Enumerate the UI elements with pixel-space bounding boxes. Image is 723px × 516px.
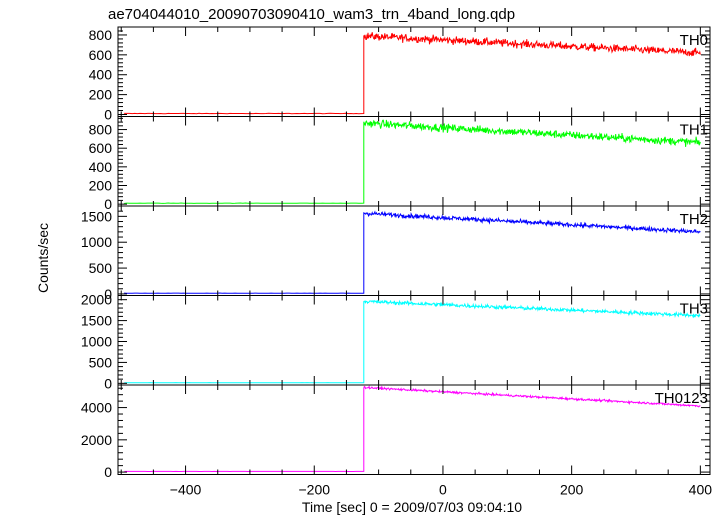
y-tick-label: 2000 <box>81 292 112 308</box>
y-tick-label: 0 <box>104 107 112 123</box>
y-tick-label: 400 <box>89 159 113 175</box>
x-tick-label: 400 <box>689 482 713 498</box>
panel-frame <box>117 26 711 117</box>
y-tick-label: 1500 <box>81 208 112 224</box>
x-tick-label: −400 <box>170 482 202 498</box>
x-tick-label: 200 <box>560 482 584 498</box>
panel-th3: 0 500 1000 1500 2000 TH3 <box>81 292 711 391</box>
y-tick-label: 600 <box>89 140 113 156</box>
y-tick-label: 1000 <box>81 334 112 350</box>
y-tick-label: 200 <box>89 177 113 193</box>
panel-label-th3: TH3 <box>680 301 708 318</box>
y-tick-label: 400 <box>89 67 113 83</box>
series-th0123-line <box>124 385 701 473</box>
panel-frame <box>117 295 711 386</box>
series-th1-line <box>123 119 701 204</box>
y-tick-label: 500 <box>89 354 113 370</box>
panel-th0123: 0 2000 4000 TH0123 <box>81 384 711 480</box>
y-tick-label: 0 <box>104 375 112 391</box>
panel-label-th0123: TH0123 <box>655 390 708 407</box>
panel-frame <box>117 116 711 207</box>
y-tick-label: 0 <box>104 464 112 480</box>
panel-th1: 0 200 400 600 800 TH1 <box>89 116 711 212</box>
y-tick-label: 800 <box>89 27 113 43</box>
y-tick-label: 4000 <box>81 400 112 416</box>
y-tick-label: 800 <box>89 122 113 138</box>
series-th0-line <box>123 32 701 115</box>
y-axis-label: Counts/sec <box>35 223 51 293</box>
chart-title: ae704044010_20090703090410_wam3_trn_4ban… <box>108 6 515 23</box>
panel-frame <box>117 205 711 296</box>
panel-th0: 0 200 400 600 800 TH0 <box>89 26 711 123</box>
series-th3-line <box>123 299 701 384</box>
y-tick-label: 600 <box>89 47 113 63</box>
y-tick-label: 500 <box>89 260 113 276</box>
panel-label-th2: TH2 <box>680 211 708 228</box>
panel-frame <box>117 384 711 475</box>
x-axis-label: Time [sec] 0 = 2009/07/03 09:04:10 <box>302 499 522 515</box>
panels: 0 200 400 600 800 TH0 0 200 400 600 800 TH1 0 500 1000… <box>81 26 713 498</box>
y-tick-label: 2000 <box>81 432 112 448</box>
y-tick-label: 0 <box>104 286 112 302</box>
panel-th2: 0 500 1000 1500 TH2 <box>81 205 711 302</box>
series-th2-line <box>123 210 701 294</box>
panel-label-th0: TH0 <box>680 32 708 49</box>
panel-label-th1: TH1 <box>680 122 708 139</box>
y-tick-label: 200 <box>89 87 113 103</box>
y-tick-label: 0 <box>104 196 112 212</box>
x-tick-label: −200 <box>298 482 330 498</box>
x-tick-label: 0 <box>439 482 447 498</box>
y-tick-label: 1000 <box>81 234 112 250</box>
y-tick-label: 1500 <box>81 313 112 329</box>
